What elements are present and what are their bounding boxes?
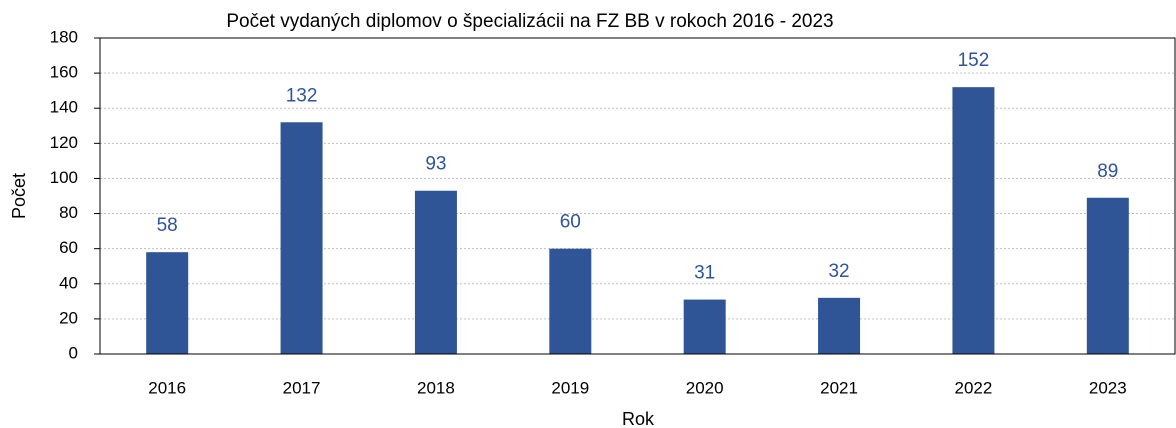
- bar: [683, 299, 726, 354]
- x-tick-label: 2016: [148, 378, 186, 397]
- data-label: 132: [286, 85, 318, 106]
- data-label: 89: [1097, 161, 1118, 182]
- x-tick-label: 2021: [820, 378, 858, 397]
- bar: [818, 297, 861, 354]
- y-tick-label: 160: [50, 63, 78, 82]
- x-tick-label: 2019: [551, 378, 589, 397]
- bar: [414, 190, 457, 354]
- x-tick-label: 2023: [1089, 378, 1127, 397]
- bar: [549, 248, 592, 354]
- data-label: 93: [425, 154, 446, 175]
- x-axis-label: Rok: [622, 409, 655, 428]
- y-tick-label: 40: [59, 273, 78, 292]
- y-axis-label: Počet: [9, 173, 29, 219]
- x-tick-label: 2022: [955, 378, 993, 397]
- y-tick-label: 120: [50, 133, 78, 152]
- plot-border: [99, 37, 1176, 355]
- x-tick-label: 2018: [417, 378, 455, 397]
- chart-title: Počet vydaných diplomov o špecializácii …: [226, 11, 833, 32]
- y-tick-label: 140: [50, 98, 78, 117]
- x-tick-label: 2017: [283, 378, 321, 397]
- x-tick-label: 2020: [686, 378, 724, 397]
- bar: [952, 87, 995, 355]
- data-label: 31: [694, 263, 715, 284]
- bar: [1086, 197, 1129, 354]
- data-label: 60: [560, 212, 581, 233]
- y-tick-label: 180: [50, 27, 78, 46]
- data-label: 58: [157, 215, 178, 236]
- y-tick-label: 0: [69, 343, 78, 362]
- y-tick-label: 100: [50, 168, 78, 187]
- data-label: 32: [828, 261, 849, 282]
- y-tick-label: 60: [59, 238, 78, 257]
- y-tick-label: 80: [59, 203, 78, 222]
- bar: [146, 252, 189, 354]
- data-label: 152: [958, 50, 990, 71]
- bar: [280, 122, 323, 355]
- y-tick-label: 20: [59, 308, 78, 327]
